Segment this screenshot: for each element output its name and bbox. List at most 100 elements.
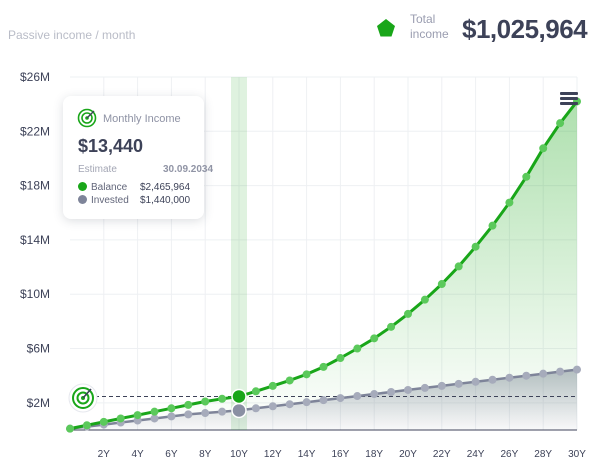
x-tick-label: 8Y	[199, 449, 212, 460]
invested-point	[505, 373, 514, 382]
balance-point	[454, 262, 463, 271]
y-tick-label: $14M	[20, 233, 50, 247]
balance-point	[488, 221, 497, 230]
x-tick-label: 24Y	[467, 449, 485, 460]
balance-point	[82, 421, 91, 430]
balance-point	[302, 370, 311, 379]
tooltip-invested-value: $1,440,000	[140, 195, 191, 206]
balance-point	[420, 295, 429, 304]
x-tick-label: 18Y	[365, 449, 383, 460]
invested-point	[556, 367, 565, 376]
balance-point	[150, 407, 159, 416]
balance-point	[404, 309, 412, 318]
balance-point	[66, 424, 74, 433]
balance-point	[336, 354, 345, 363]
invested-point	[167, 412, 176, 421]
balance-point	[218, 394, 227, 403]
y-tick-label: $26M	[20, 70, 50, 84]
invested-point	[336, 394, 345, 403]
x-tick-label: 20Y	[399, 449, 417, 460]
invested-dot-icon	[78, 195, 87, 204]
tooltip-balance-row: Balance $2,465,964	[78, 182, 190, 193]
highlight-band	[231, 77, 247, 430]
tooltip-estimate-label: Estimate	[78, 164, 117, 175]
invested-point	[370, 390, 379, 399]
balance-point	[387, 322, 396, 331]
target-icon	[77, 108, 97, 128]
balance-point	[522, 172, 531, 181]
invested-point	[387, 387, 396, 396]
balance-point	[201, 397, 210, 406]
tooltip-estimate-date: 30.09.2034	[163, 164, 214, 175]
balance-point	[471, 242, 480, 251]
balance-point	[556, 119, 565, 128]
x-tick-label: 2Y	[98, 449, 111, 460]
x-tick-label: 22Y	[433, 449, 451, 460]
y-tick-label: $18M	[20, 179, 50, 193]
y-tick-label: $2M	[27, 396, 50, 410]
total-income-label: Total income	[410, 12, 449, 41]
balance-point	[505, 198, 514, 207]
invested-point	[471, 377, 480, 386]
balance-area	[70, 101, 577, 431]
tooltip-balance-value: $2,465,964	[140, 182, 191, 193]
balance-point	[167, 404, 176, 413]
x-tick-label: 28Y	[534, 449, 552, 460]
x-tick-label: 4Y	[131, 449, 144, 460]
invested-point	[268, 402, 277, 411]
balance-dot-icon	[78, 182, 87, 191]
invested-point	[201, 409, 210, 418]
tooltip-title: Monthly Income	[103, 113, 181, 125]
pentagon-icon	[377, 19, 395, 37]
invested-point	[353, 392, 362, 401]
x-tick-label: 12Y	[264, 449, 282, 460]
monthly-income-tooltip: Monthly Income $13,440 Estimate 30.09.20…	[63, 96, 213, 219]
x-tick-label: 6Y	[165, 449, 178, 460]
chart-subtitle: Passive income / month	[8, 28, 136, 42]
balance-point	[251, 387, 260, 396]
x-tick-label: 30Y	[568, 449, 586, 460]
invested-point	[319, 396, 328, 405]
balance-point	[353, 344, 362, 353]
balance-point	[184, 400, 193, 409]
balance-point	[539, 144, 548, 153]
balance-point	[370, 334, 379, 343]
invested-point	[285, 400, 294, 409]
invested-point	[437, 381, 446, 390]
balance-point	[437, 280, 446, 289]
invested-point	[522, 371, 531, 380]
invested-point	[539, 369, 548, 378]
invested-point	[404, 385, 412, 394]
balance-point	[116, 414, 125, 423]
invested-point	[454, 379, 463, 388]
tooltip-invested-row: Invested $1,440,000	[78, 195, 190, 206]
y-tick-label: $22M	[20, 124, 50, 138]
x-tick-label: 16Y	[332, 449, 350, 460]
tooltip-invested-label: Invested	[91, 195, 129, 206]
y-tick-label: $6M	[27, 342, 50, 356]
invested-point	[488, 375, 497, 384]
balance-point	[319, 362, 328, 371]
total-income-value: $1,025,964	[462, 14, 588, 44]
invested-point	[184, 410, 193, 419]
balance-point	[231, 388, 247, 405]
hamburger-menu-icon[interactable]	[560, 92, 578, 106]
balance-point	[285, 376, 294, 385]
invested-point	[302, 398, 311, 407]
invested-point	[251, 404, 260, 413]
invested-point	[420, 383, 429, 392]
balance-point	[133, 411, 142, 420]
goal-target-icon[interactable]	[68, 383, 98, 413]
y-tick-label: $10M	[20, 287, 50, 301]
tooltip-amount: $13,440	[78, 136, 144, 156]
x-tick-label: 14Y	[298, 449, 316, 460]
tooltip-balance-label: Balance	[91, 182, 128, 193]
balance-point	[268, 381, 277, 390]
tooltip-estimate-row: Estimate 30.09.2034	[78, 164, 213, 175]
x-tick-label: 26Y	[501, 449, 519, 460]
balance-point	[99, 417, 108, 426]
invested-point	[573, 365, 581, 374]
x-tick-label: 10Y	[230, 449, 248, 460]
invested-point	[150, 414, 159, 423]
invested-point	[231, 402, 247, 419]
